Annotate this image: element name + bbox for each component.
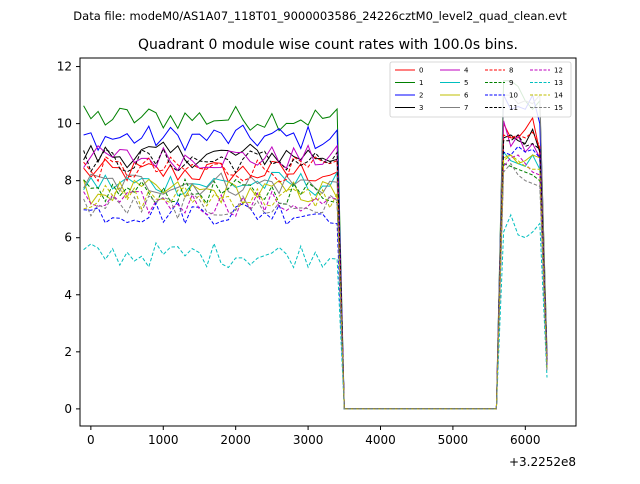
series-line-0 (83, 116, 548, 410)
x-tick-label: 0 (87, 433, 95, 447)
legend-label-13: 13 (554, 79, 563, 87)
x-tick-label: 6000 (510, 433, 541, 447)
x-tick-label: 5000 (438, 433, 469, 447)
series-line-12 (83, 154, 548, 410)
y-tick-label: 2 (64, 345, 72, 359)
legend-label-4: 4 (464, 67, 469, 75)
x-tick-label: 4000 (365, 433, 396, 447)
legend-box (389, 61, 572, 118)
y-tick-label: 0 (64, 402, 72, 416)
y-tick-label: 12 (57, 60, 72, 74)
series-line-4 (83, 120, 548, 410)
y-tick-label: 8 (64, 174, 72, 188)
y-tick-label: 6 (64, 231, 72, 245)
legend-label-6: 6 (464, 92, 469, 100)
legend-label-2: 2 (419, 92, 423, 100)
legend-label-10: 10 (509, 92, 518, 100)
legend-label-5: 5 (464, 79, 468, 87)
series-line-9 (83, 162, 548, 410)
legend-label-0: 0 (419, 67, 423, 75)
x-tick-label: 1000 (148, 433, 179, 447)
legend-label-12: 12 (554, 67, 563, 75)
series-line-5 (83, 150, 548, 410)
series-line-14 (83, 154, 548, 410)
series-line-8 (83, 131, 548, 410)
legend-label-7: 7 (464, 104, 468, 112)
legend-label-11: 11 (509, 104, 518, 112)
y-tick-label: 10 (57, 117, 72, 131)
chart-title: Quadrant 0 module wise count rates with … (138, 37, 518, 53)
axes-frame (79, 57, 577, 427)
legend-label-15: 15 (554, 104, 563, 112)
series-line-11 (83, 134, 548, 410)
y-tick-label: 4 (64, 288, 72, 302)
series-line-1 (83, 80, 548, 410)
x-tick-label: 2000 (220, 433, 251, 447)
series-line-15 (83, 162, 548, 410)
series-line-3 (83, 127, 548, 410)
series-line-13 (83, 213, 548, 410)
plot-area: 0 1000 2000 3000 4000 5000 6000 +3.2252e8 0 2 4 6 8 1… (57, 57, 577, 469)
series-line-6 (83, 154, 548, 410)
data-file-label: Data file: modeM0/AS1A07_118T01_90000035… (73, 9, 567, 23)
legend-label-1: 1 (419, 79, 423, 87)
legend-label-3: 3 (419, 104, 423, 112)
legend-label-8: 8 (509, 67, 513, 75)
legend-label-9: 9 (509, 79, 513, 87)
x-offset-label: +3.2252e8 (509, 455, 576, 469)
x-tick-label: 3000 (293, 433, 324, 447)
legend-label-14: 14 (554, 92, 563, 100)
